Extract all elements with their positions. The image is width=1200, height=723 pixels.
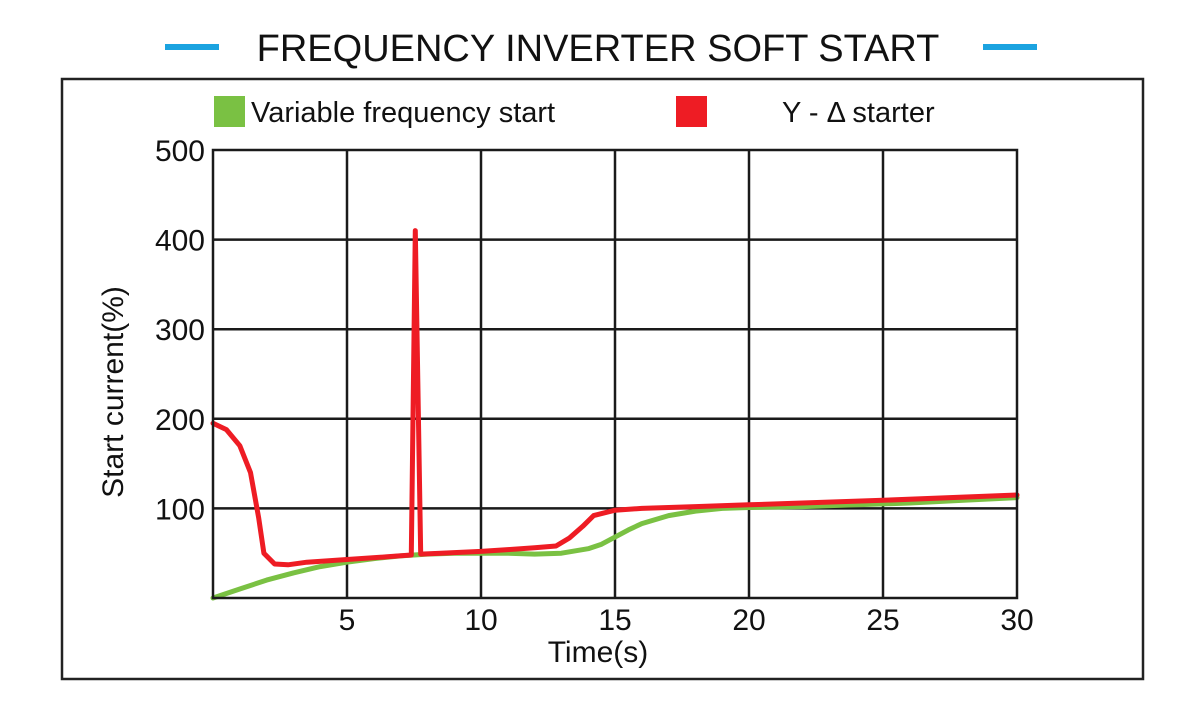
y-tick-label-400: 400 [155, 225, 205, 258]
x-tick-label-15: 15 [598, 604, 631, 637]
legend-label-y-delta-starter: Y - Δ starter [782, 97, 935, 129]
y-axis-label: Start current(%) [97, 286, 130, 498]
y-tick-label-200: 200 [155, 404, 205, 437]
legend-swatch-variable-frequency [214, 96, 245, 127]
y-tick-label-300: 300 [155, 314, 205, 347]
series-line-0 [210, 495, 1020, 601]
x-tick-label-10: 10 [464, 604, 497, 637]
tick-labels: 5 10 15 20 25 30 100 200 300 400 500 [155, 135, 1034, 637]
y-tick-label-500: 500 [155, 135, 205, 168]
x-tick-label-30: 30 [1000, 604, 1033, 637]
legend: Variable frequency start Y - Δ starter [214, 96, 935, 129]
x-tick-label-20: 20 [732, 604, 765, 637]
grid [213, 150, 1017, 598]
chart-title: FREQUENCY INVERTER SOFT START [257, 28, 940, 70]
x-axis-label: Time(s) [548, 636, 649, 669]
y-tick-label-100: 100 [155, 493, 205, 526]
series [210, 228, 1020, 601]
legend-swatch-y-delta-starter [676, 96, 707, 127]
legend-label-variable-frequency: Variable frequency start [251, 97, 555, 129]
x-tick-label-25: 25 [866, 604, 899, 637]
axes [211, 148, 1019, 600]
series-line-1 [210, 228, 1020, 568]
plot-border [211, 148, 1019, 600]
chart-frame [60, 77, 1145, 681]
x-tick-label-5: 5 [339, 604, 356, 637]
